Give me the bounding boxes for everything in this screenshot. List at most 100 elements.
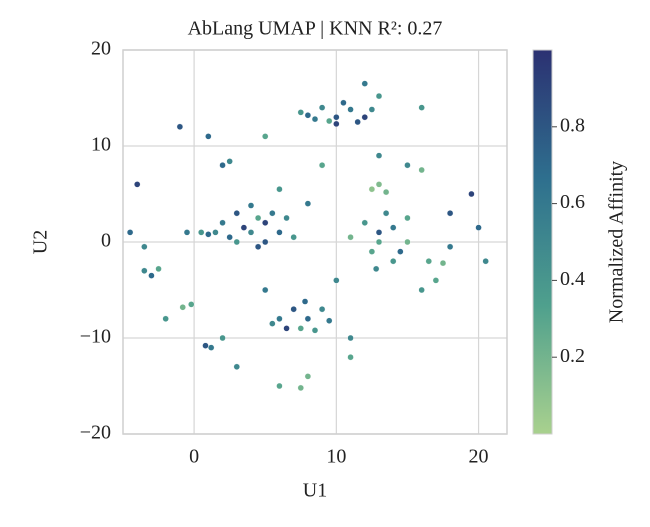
y-tick-label: 0 (101, 230, 111, 252)
y-tick-label: −10 (80, 326, 111, 348)
point (226, 233, 233, 241)
point (183, 229, 191, 236)
x-tick-label: 0 (189, 446, 199, 468)
point (297, 325, 304, 332)
point (304, 373, 312, 380)
chart-title: AbLang UMAP | KNN R²: 0.27 (188, 18, 443, 40)
point (318, 161, 326, 169)
point (148, 272, 155, 279)
point (375, 92, 383, 100)
point (205, 231, 212, 238)
point (311, 115, 319, 123)
point (397, 248, 404, 255)
point (205, 133, 212, 140)
point (390, 258, 397, 265)
point (375, 229, 383, 236)
point (404, 214, 411, 222)
colorbar-tick-label: 0.2 (560, 345, 585, 367)
point (446, 243, 454, 251)
point (226, 158, 233, 165)
point (318, 104, 326, 111)
point (155, 265, 162, 273)
point (418, 286, 425, 294)
point (404, 238, 411, 246)
x-tick-label: 10 (326, 446, 346, 468)
point (247, 202, 255, 209)
point (269, 209, 276, 217)
point (382, 209, 390, 217)
point (134, 181, 141, 188)
x-tick-label: 20 (469, 446, 489, 468)
point (375, 152, 383, 159)
point (141, 243, 148, 251)
point (233, 209, 240, 217)
point (361, 80, 368, 87)
point (304, 200, 312, 207)
point (126, 229, 134, 236)
point (207, 344, 215, 351)
point (269, 320, 276, 327)
point (262, 286, 269, 294)
point (176, 123, 184, 131)
point (141, 267, 148, 274)
point (354, 118, 361, 126)
point (361, 113, 368, 121)
point (202, 342, 209, 349)
point (219, 161, 226, 169)
colorbar-tick-label: 0.6 (560, 191, 585, 213)
point (219, 219, 226, 227)
point (446, 209, 454, 217)
point (333, 120, 340, 128)
x-axis-label: U1 (303, 480, 327, 502)
point (468, 190, 475, 198)
point (262, 219, 269, 227)
point (219, 334, 226, 342)
point (347, 334, 354, 342)
point (375, 238, 383, 246)
point (418, 104, 425, 111)
point (318, 306, 326, 313)
point (179, 304, 186, 311)
colorbar-tick-label: 0.4 (560, 268, 585, 290)
point (254, 214, 262, 222)
point (340, 99, 347, 107)
point (262, 238, 269, 246)
point (425, 258, 432, 265)
point (304, 315, 312, 322)
point (347, 106, 354, 113)
point (262, 133, 269, 140)
point (304, 112, 312, 119)
point (233, 238, 240, 246)
point (368, 185, 376, 193)
colorbar-label: Normalized Affinity (606, 161, 628, 323)
y-axis-label: U2 (30, 230, 52, 254)
point (276, 229, 283, 236)
point (418, 166, 425, 174)
point (368, 106, 376, 113)
y-tick-label: 20 (91, 38, 111, 60)
point (333, 277, 340, 284)
point (162, 315, 169, 322)
point (276, 185, 283, 193)
colorbar (532, 49, 553, 435)
point (333, 113, 340, 121)
point (247, 229, 255, 236)
point (188, 301, 195, 308)
point (382, 188, 390, 196)
point (311, 327, 319, 334)
point (404, 161, 411, 169)
point (276, 382, 283, 390)
y-tick-label: −20 (80, 422, 111, 444)
plot-frame (122, 49, 508, 435)
point (233, 363, 240, 370)
point (326, 117, 333, 125)
point (347, 354, 354, 361)
point (276, 315, 283, 322)
point (254, 243, 262, 251)
point (439, 259, 447, 267)
point (198, 229, 205, 236)
point (297, 109, 304, 116)
point (482, 258, 489, 265)
point (283, 214, 290, 222)
